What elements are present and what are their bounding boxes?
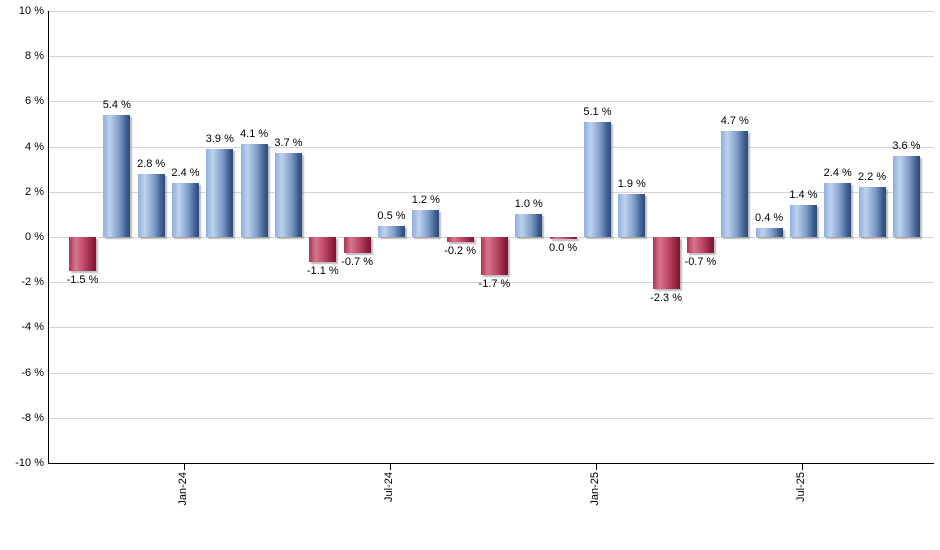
bar-value-label: 4.7 % (720, 114, 749, 127)
negative-return-bar (69, 237, 96, 271)
bar-value-label: 0.5 % (377, 209, 406, 222)
bar-value-label: 2.8 % (137, 157, 166, 170)
y-tick-label: 6 % (25, 95, 44, 108)
y-tick-label: 8 % (25, 50, 44, 63)
y-tick-label: -4 % (21, 321, 44, 334)
positive-return-bar (755, 227, 783, 237)
y-tick-label: -6 % (21, 366, 44, 379)
bar-value-label: -0.7 % (341, 255, 374, 268)
bar-value-label: 5.4 % (102, 98, 131, 111)
bar-value-label: -0.7 % (684, 255, 717, 268)
positive-return-bar (412, 209, 440, 237)
bar-value-label: -1.7 % (478, 278, 511, 291)
x-tick-mark (596, 464, 598, 470)
bar-value-label: 2.2 % (858, 171, 887, 184)
negative-return-bar (652, 237, 680, 289)
bar-value-label: 1.4 % (789, 189, 818, 202)
positive-return-bar (892, 155, 920, 237)
gridline (49, 146, 934, 148)
negative-return-bar (309, 237, 337, 262)
bar-value-label: 3.9 % (205, 132, 234, 145)
positive-return-bar (618, 194, 646, 237)
positive-return-bar (515, 214, 543, 237)
negative-return-bar (343, 237, 371, 253)
positive-return-bar (171, 182, 199, 237)
bar-value-label: -2.3 % (650, 291, 682, 304)
gridline (49, 11, 934, 12)
x-tick-label: Jan-24 (177, 472, 190, 506)
bar-value-label: 1.2 % (411, 193, 440, 206)
positive-return-bar (721, 130, 749, 237)
gridline (49, 56, 934, 58)
y-tick-label: 0 % (25, 231, 44, 243)
bar-value-label: 5.1 % (583, 105, 612, 118)
gridline (49, 327, 934, 329)
x-tick-mark (802, 464, 804, 470)
bar-value-label: -1.1 % (306, 264, 339, 277)
gridline (49, 101, 934, 103)
x-tick-label: Jul-24 (383, 472, 396, 502)
y-tick-label: 2 % (25, 185, 44, 198)
bar-value-label: -0.2 % (444, 244, 477, 257)
bar-value-label: 2.4 % (171, 166, 200, 179)
negative-return-bar (686, 237, 714, 253)
gridline (49, 372, 934, 374)
positive-return-bar (137, 173, 165, 237)
bar-value-label: 0.4 % (755, 211, 784, 224)
y-tick-label: -10 % (15, 457, 44, 469)
x-tick-label: Jul-25 (795, 472, 808, 502)
gridline (49, 191, 934, 193)
gridline (49, 417, 934, 419)
bar-value-label: 1.9 % (617, 178, 646, 191)
plot-area: -1.5 % 5.4 % 2.8 % 2.4 % 3.9 % 4.1 % 3.7 % -1.1… (48, 11, 934, 464)
positive-return-bar (583, 121, 611, 237)
positive-return-bar (858, 187, 886, 237)
y-tick-label: 4 % (25, 140, 44, 153)
x-tick-label: Jan-25 (589, 472, 602, 506)
bar-value-label: 4.1 % (240, 128, 269, 141)
x-tick-mark (390, 464, 392, 470)
y-tick-label: 10 % (18, 5, 44, 17)
positive-return-bar (240, 144, 268, 237)
bar-value-label: 3.6 % (892, 139, 921, 152)
bar-value-label: 2.4 % (823, 166, 852, 179)
bar-value-label: 1.0 % (514, 198, 543, 211)
x-tick-mark (184, 464, 186, 470)
positive-return-bar (789, 205, 817, 237)
positive-return-bar (377, 225, 405, 237)
positive-return-bar (824, 182, 852, 237)
bar-value-label: 0.0 % (549, 242, 578, 254)
y-tick-label: -8 % (21, 411, 44, 424)
negative-return-bar (446, 237, 474, 242)
positive-return-bar (206, 148, 234, 237)
negative-return-bar (549, 237, 577, 239)
y-tick-label: -2 % (21, 276, 44, 289)
bar-value-label: -1.5 % (66, 273, 99, 286)
gridline (49, 282, 934, 284)
positive-return-bar (274, 153, 302, 237)
bar-value-label: 3.7 % (274, 137, 303, 150)
negative-return-bar (480, 237, 508, 276)
positive-return-bar (103, 114, 131, 237)
